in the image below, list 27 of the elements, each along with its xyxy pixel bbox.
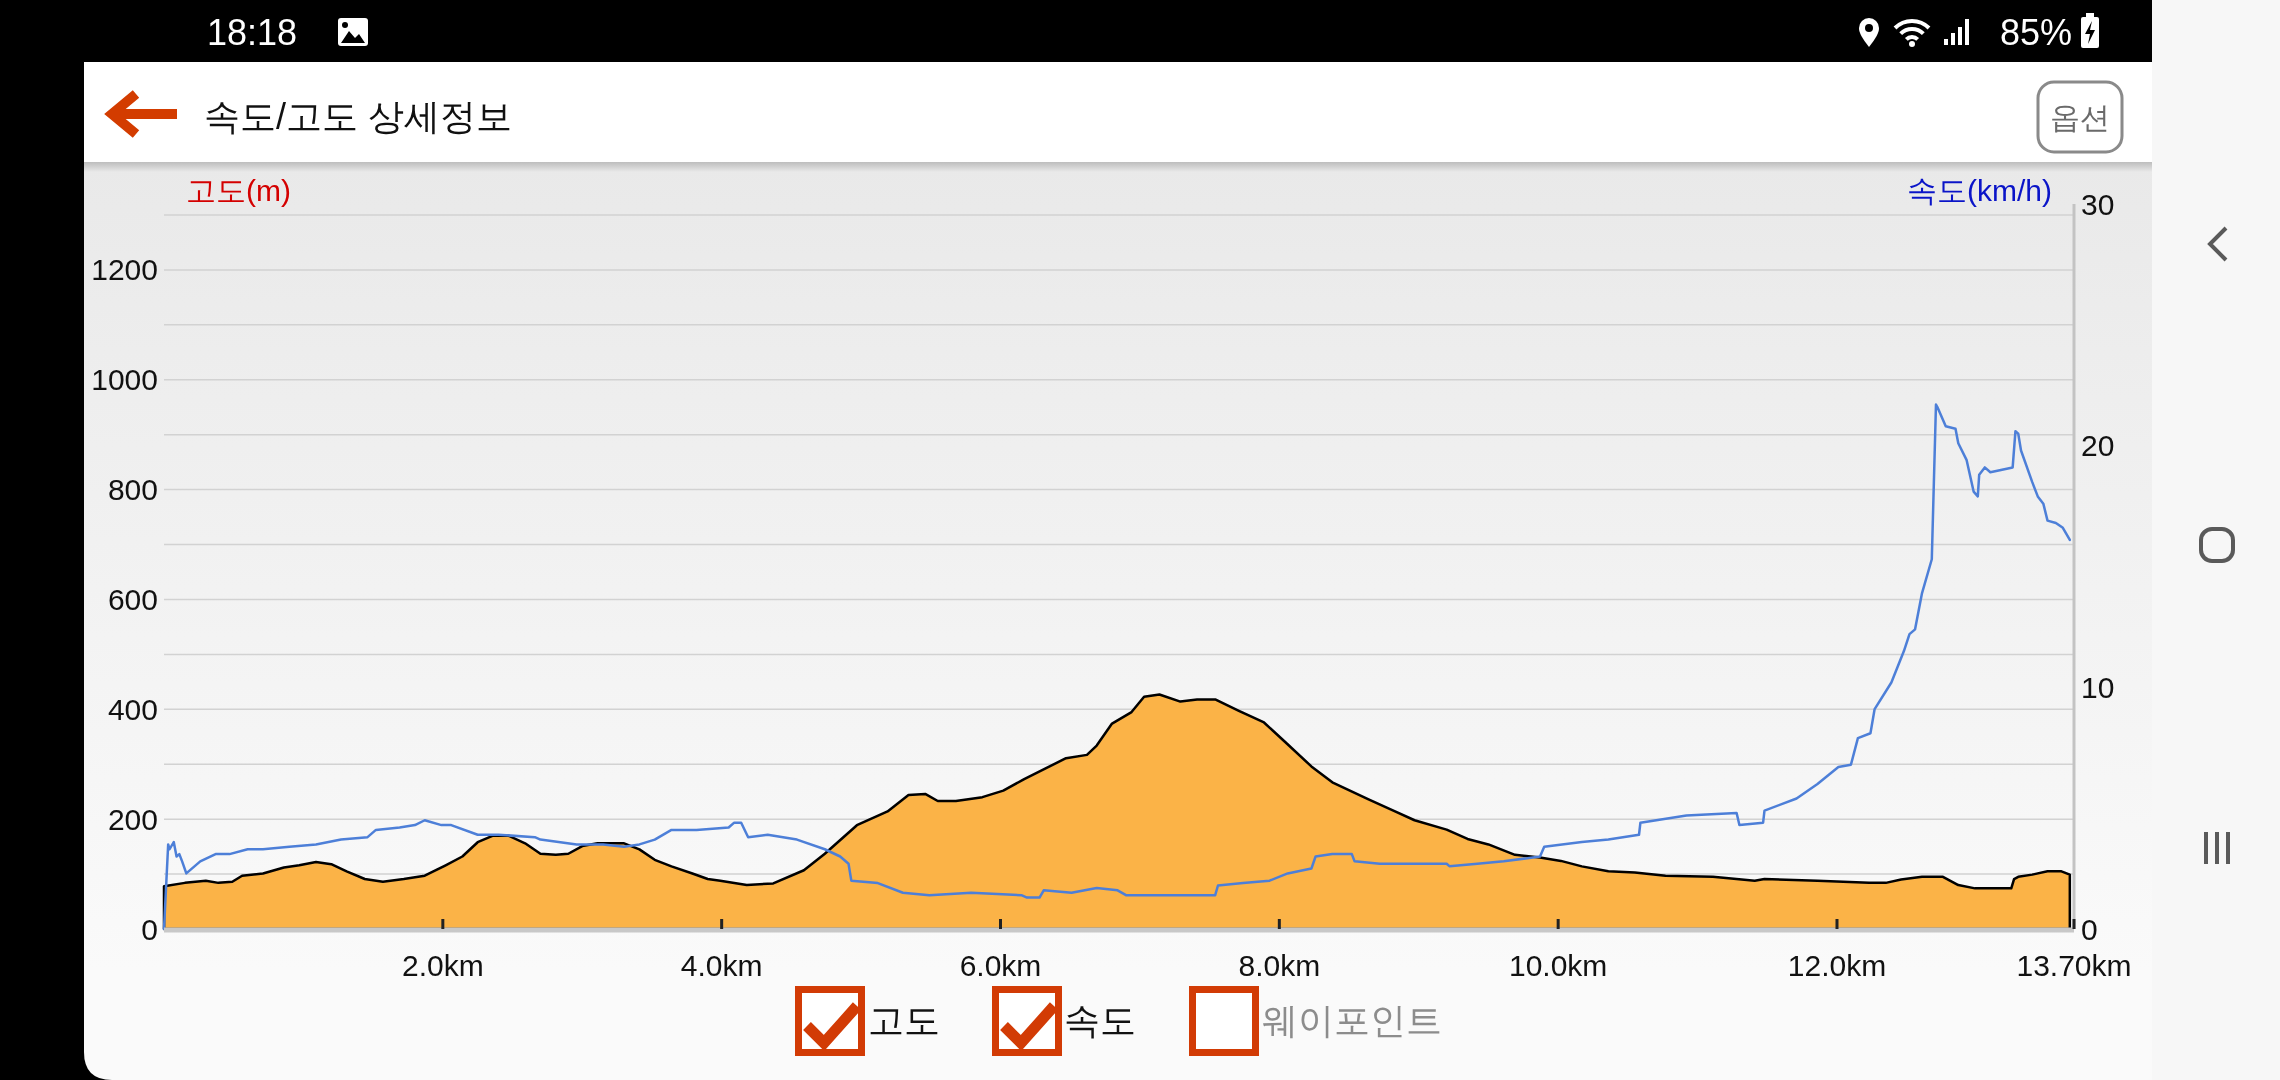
text: 속도 (1064, 999, 1136, 1041)
y2-tick-label: 0 (2081, 912, 2098, 946)
x-tick-label: 8.0km (1238, 948, 1321, 982)
text: 웨이포인트 (1262, 999, 1442, 1041)
text: 18:18 (207, 11, 298, 53)
text: 고도 (868, 999, 940, 1041)
y-tick-label: 1200 (91, 253, 158, 287)
y-tick-label: 0 (141, 912, 158, 946)
y-tick-label: 800 (107, 473, 158, 507)
x-tick-label: 12.0km (1787, 948, 1887, 982)
x-tick-label: 6.0km (959, 948, 1042, 982)
y2-tick-label: 10 (2081, 670, 2115, 704)
text: 85% (2000, 11, 2073, 53)
x-tick-label: 2.0km (401, 948, 484, 982)
button-options: 옵션 (2036, 80, 2124, 154)
y2-tick-label: 20 (2081, 429, 2115, 463)
y2-tick-label: 30 (2081, 187, 2115, 221)
chart-title: 속도/고도 상세정보 (204, 95, 513, 137)
x-tick-label: 13.70km (2016, 948, 2132, 982)
y-axis-title: 고도(m) (186, 173, 291, 207)
y-tick-label: 1000 (91, 363, 158, 397)
x-tick-label: 10.0km (1508, 948, 1608, 982)
y-tick-label: 600 (107, 582, 158, 616)
y-tick-label: 400 (107, 692, 158, 726)
y-tick-label: 200 (107, 802, 158, 836)
x-tick-label: 4.0km (680, 948, 763, 982)
y2-axis-title: 속도(km/h) (1907, 173, 2052, 207)
